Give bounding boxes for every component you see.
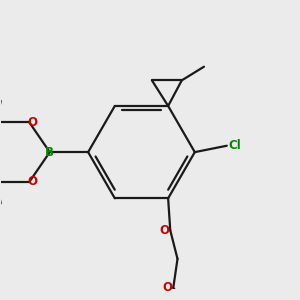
Text: O: O [160,224,170,237]
Text: O: O [163,281,173,294]
Text: B: B [45,146,54,159]
Text: O: O [27,176,37,188]
Text: O: O [27,116,37,129]
Text: Cl: Cl [229,139,241,152]
